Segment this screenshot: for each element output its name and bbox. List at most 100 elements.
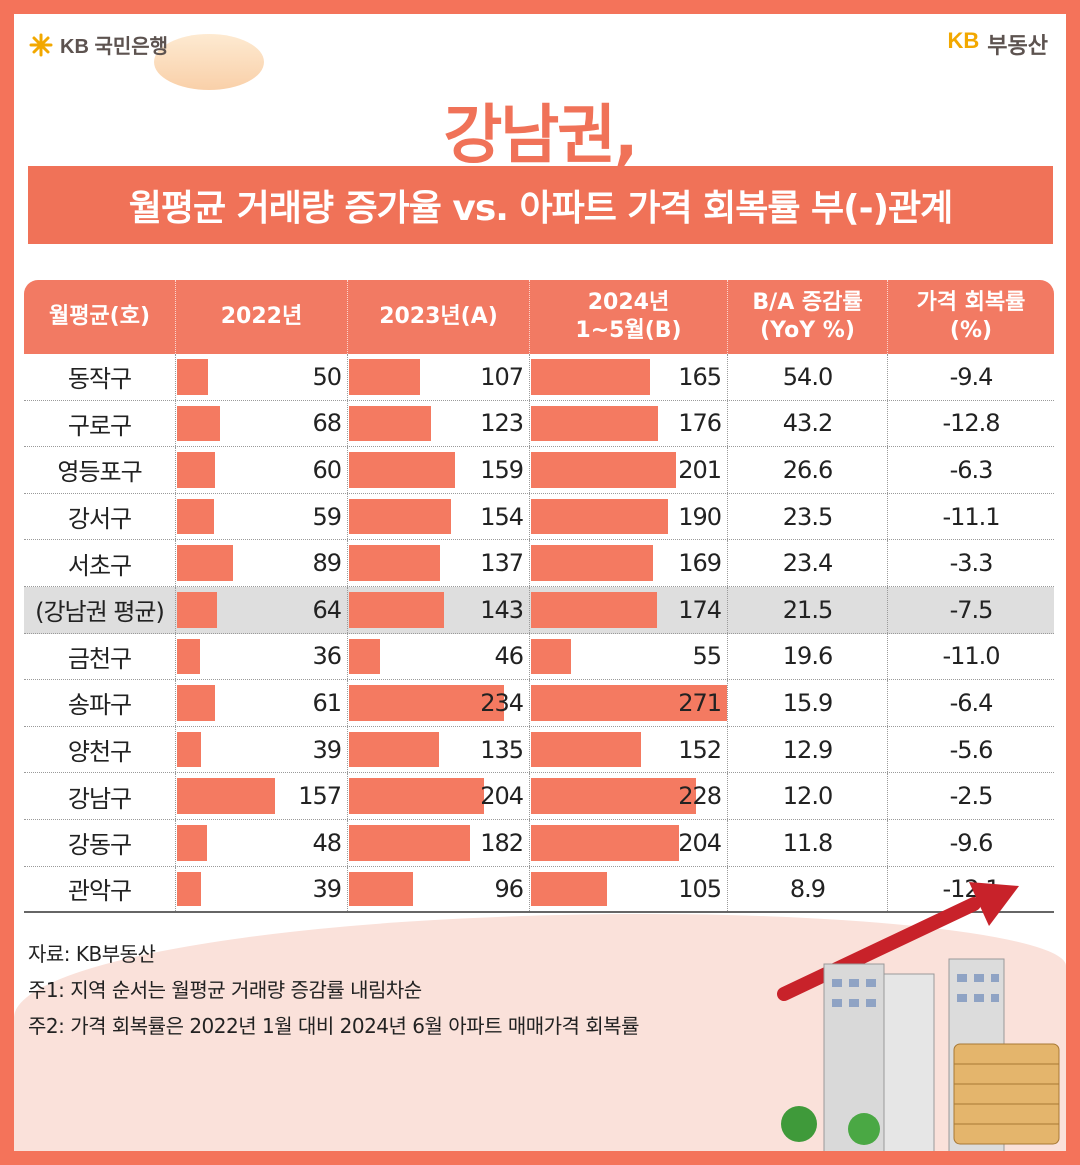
recovery-value: -11.1 — [942, 502, 1000, 531]
bar-2023 — [349, 638, 380, 675]
bar-2023-value: 143 — [480, 595, 524, 624]
bar-2023-value: 46 — [494, 642, 524, 671]
bar-2024 — [531, 545, 653, 581]
bar-2024 — [531, 638, 571, 675]
table-row: 송파구 61 234 271 15.9 -6.4 — [24, 680, 1054, 727]
bar-2022-cell: 60 — [176, 447, 348, 493]
region-name: (강남권 평균) — [24, 586, 176, 633]
bar-2023-cell: 143 — [348, 586, 530, 633]
bar-2022 — [177, 778, 275, 814]
yoy-value: 54.0 — [728, 354, 888, 400]
bar-2022 — [177, 685, 215, 721]
bar-2023-value: 234 — [480, 688, 524, 717]
bar-2023-value: 107 — [480, 362, 524, 391]
bar-2022-value: 39 — [312, 735, 342, 764]
bar-2023 — [349, 685, 504, 721]
bar-2022-value: 68 — [312, 409, 342, 438]
bar-2023-cell: 204 — [348, 773, 530, 819]
rising-arrow-icon — [777, 897, 981, 1001]
region-name: 동작구 — [24, 354, 176, 400]
header-2022: 2022년 — [176, 280, 348, 354]
bar-2022-cell: 39 — [176, 726, 348, 773]
region-name: 강동구 — [24, 819, 176, 866]
bar-2022 — [177, 498, 214, 535]
bar-2022-cell: 64 — [176, 586, 348, 633]
region-name: 강남구 — [24, 773, 176, 819]
bar-2022-value: 36 — [312, 642, 342, 671]
bar-2024-cell: 165 — [530, 354, 728, 400]
bar-2024 — [531, 405, 658, 442]
bar-2022-value: 61 — [312, 688, 342, 717]
realty-name: 부동산 — [987, 34, 1048, 59]
bar-2023-value: 154 — [480, 502, 524, 531]
footnote-1: 주1: 지역 순서는 월평균 거래량 증감률 내림차순 — [28, 978, 422, 1002]
kb-mark: KB — [947, 28, 980, 53]
bar-2023 — [349, 498, 451, 535]
yoy-value: 23.5 — [728, 493, 888, 540]
bar-2024 — [531, 452, 676, 488]
bar-2022-cell: 61 — [176, 680, 348, 726]
recovery-value: -3.3 — [949, 549, 994, 578]
region-name: 영등포구 — [24, 447, 176, 493]
bar-2022 — [177, 731, 201, 768]
bar-2024 — [531, 591, 657, 628]
bar-2022-value: 48 — [312, 828, 342, 857]
bar-2023-value: 96 — [494, 874, 524, 903]
money-stack-icon — [953, 1043, 1060, 1145]
recovery-value: -11.0 — [942, 642, 1000, 671]
bar-2022-cell: 50 — [176, 354, 348, 400]
bar-2024 — [531, 871, 607, 907]
bar-2022-value: 39 — [312, 874, 342, 903]
recovery-value: -7.5 — [949, 595, 994, 624]
bar-2023 — [349, 824, 470, 861]
kb-star-icon — [29, 33, 53, 56]
yoy-value: 26.6 — [728, 447, 888, 493]
bar-2022-value: 50 — [312, 362, 342, 391]
bar-2023-value: 204 — [480, 782, 524, 811]
bar-2022-value: 59 — [312, 502, 342, 531]
table-row: 강동구 48 182 204 11.8 -9.6 — [24, 819, 1054, 867]
bar-2022 — [177, 405, 220, 442]
bar-2023-value: 135 — [480, 735, 524, 764]
region-name: 서초구 — [24, 540, 176, 586]
bar-2023 — [349, 545, 440, 581]
yoy-value: 43.2 — [728, 400, 888, 447]
bar-2022 — [177, 359, 208, 395]
footnotes: 자료: KB부동산 주1: 지역 순서는 월평균 거래량 증감률 내림차순 주2… — [28, 936, 639, 1044]
recovery-value: -6.3 — [949, 455, 994, 484]
header-2024: 2024년 1~5월(B) — [530, 280, 728, 354]
bar-2023-cell: 96 — [348, 866, 530, 912]
bar-2022-cell: 59 — [176, 493, 348, 540]
region-name: 금천구 — [24, 633, 176, 680]
bar-2023 — [349, 359, 420, 395]
table-header: 월평균(호) 2022년 2023년(A) 2024년 1~5월(B) B/A … — [24, 280, 1054, 354]
bar-2024-value: 204 — [678, 828, 722, 857]
recovery-value: -6.4 — [949, 688, 994, 717]
yoy-value: 8.9 — [728, 866, 888, 912]
table-row: 강남구 157 204 228 12.0 -2.5 — [24, 773, 1054, 820]
tree-icon — [781, 1106, 817, 1142]
data-table: 월평균(호) 2022년 2023년(A) 2024년 1~5월(B) B/A … — [24, 280, 1054, 914]
bar-2023 — [349, 405, 431, 442]
bar-2024-value: 165 — [678, 362, 722, 391]
bar-2024-cell: 55 — [530, 633, 728, 680]
arrow-head-icon — [969, 882, 1019, 926]
yoy-value: 15.9 — [728, 680, 888, 726]
bar-2023-value: 123 — [480, 409, 524, 438]
recovery-value: -12.8 — [942, 409, 1000, 438]
bar-2024 — [531, 824, 679, 861]
bar-2024-cell: 201 — [530, 447, 728, 493]
bar-2022 — [177, 545, 233, 581]
page-title: 강남권, — [443, 99, 639, 173]
bar-2023-cell: 107 — [348, 354, 530, 400]
bar-2024 — [531, 685, 727, 721]
table-row: 서초구 89 137 169 23.4 -3.3 — [24, 540, 1054, 587]
recovery-value: -5.6 — [949, 735, 994, 764]
infographic-card: KB 국민은행 KB 부동산 강남권, 월평균 거래량 증가율 vs. 아파트 … — [14, 14, 1066, 1151]
bank-name: KB 국민은행 — [60, 36, 169, 58]
bar-2024-value: 152 — [678, 735, 722, 764]
bar-2024 — [531, 731, 641, 768]
bar-2022-value: 60 — [312, 455, 342, 484]
source-note: 자료: KB부동산 — [28, 942, 156, 966]
bar-2022 — [177, 871, 201, 907]
